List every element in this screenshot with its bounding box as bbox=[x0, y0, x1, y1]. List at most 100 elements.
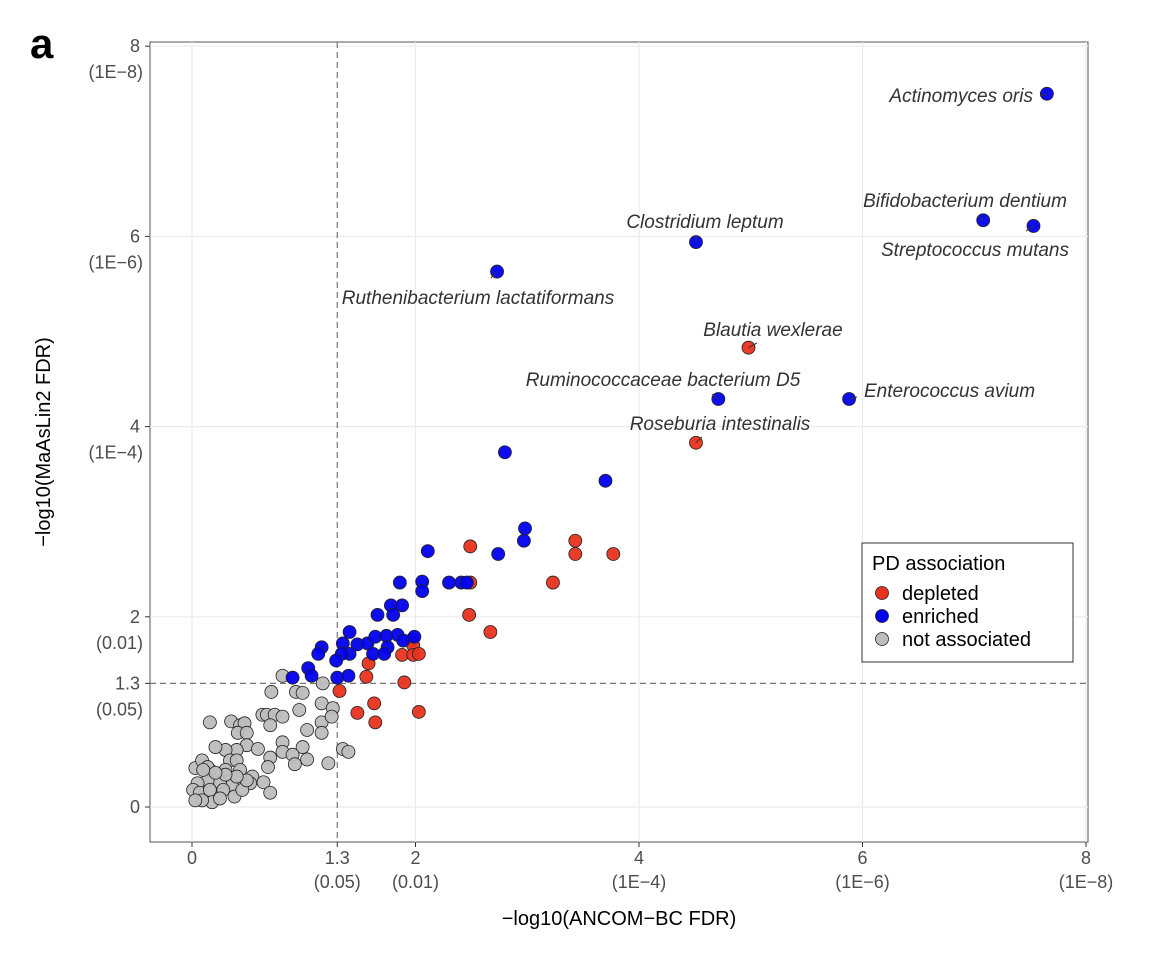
point-enriched bbox=[415, 584, 430, 599]
x-tick-sublabel: (1E−4) bbox=[612, 872, 667, 892]
point-not-associated bbox=[202, 715, 217, 730]
y-tick-label: 6 bbox=[130, 226, 140, 246]
annotations: Actinomyces oris Bifidobacterium dentium S… bbox=[342, 86, 1069, 444]
point-depleted bbox=[606, 547, 621, 561]
legend-label: not associated bbox=[902, 629, 1031, 651]
y-tick-label: 8 bbox=[130, 36, 140, 56]
point-not-associated bbox=[300, 752, 315, 767]
point-not-associated bbox=[208, 740, 223, 754]
annotation-label: Bifidobacterium dentium bbox=[863, 191, 1067, 212]
legend-key bbox=[875, 586, 889, 600]
annotation-label: Ruthenibacterium lactatiformans bbox=[342, 288, 615, 309]
point-enriched bbox=[342, 625, 357, 639]
point-not-associated bbox=[256, 775, 271, 790]
y-tick-label: 0 bbox=[130, 797, 140, 817]
annotation-leader bbox=[1025, 225, 1034, 232]
point-enriched bbox=[395, 598, 409, 613]
point-not-associated bbox=[264, 685, 279, 699]
x-tick-label: 6 bbox=[857, 848, 867, 868]
annotation-leader bbox=[695, 436, 703, 444]
point-enriched bbox=[285, 670, 300, 685]
point-enriched bbox=[407, 629, 422, 644]
y-tick-sublabel: (0.05) bbox=[96, 699, 143, 719]
annotation-label: Streptococcus mutans bbox=[881, 240, 1069, 261]
point-depleted bbox=[411, 646, 426, 661]
x-axis-title: −log10(ANCOM−BC FDR) bbox=[502, 908, 737, 930]
point-depleted bbox=[463, 539, 478, 554]
point-depleted bbox=[367, 696, 382, 711]
point-not-associated bbox=[251, 742, 265, 756]
axis-ticks: 0 1.3 (0.05) 2 (0.01) 4 (1E−4) 6 (1E−6) 8 (1E−8) 0 1… bbox=[88, 36, 1113, 892]
point-enriched bbox=[329, 653, 344, 668]
y-tick-label: 2 bbox=[130, 607, 140, 627]
annotation-leader bbox=[977, 215, 984, 221]
point-depleted bbox=[568, 547, 583, 561]
y-tick-sublabel: (0.01) bbox=[96, 633, 143, 653]
point-depleted bbox=[462, 607, 477, 622]
point-enriched bbox=[460, 575, 474, 590]
annotation-leader bbox=[748, 342, 758, 349]
point-not-associated bbox=[208, 765, 223, 780]
point-not-associated bbox=[295, 685, 310, 700]
point-depleted bbox=[411, 705, 426, 719]
point-enriched bbox=[386, 607, 401, 622]
point-enriched bbox=[598, 473, 613, 488]
point-not-associated bbox=[300, 723, 315, 737]
point-depleted bbox=[350, 705, 365, 720]
annotation-label: Roseburia intestinalis bbox=[630, 414, 811, 435]
y-tick-sublabel: (1E−4) bbox=[88, 443, 143, 463]
legend-title: PD association bbox=[872, 553, 1005, 575]
point-enriched bbox=[370, 607, 385, 622]
annotation-label: Enterococcus avium bbox=[864, 381, 1035, 402]
annotation-leader bbox=[711, 393, 719, 400]
point-not-associated bbox=[287, 757, 302, 772]
plot-panel bbox=[149, 41, 1089, 843]
point-depleted bbox=[359, 669, 374, 684]
point-not-associated bbox=[239, 725, 254, 740]
point-enriched bbox=[377, 646, 392, 661]
point-depleted bbox=[368, 715, 383, 730]
point-not-associated bbox=[213, 791, 227, 806]
point-not-associated bbox=[295, 740, 310, 754]
point-not-associated bbox=[275, 709, 290, 724]
grid bbox=[149, 41, 1089, 843]
point-not-associated bbox=[321, 756, 336, 771]
point-enriched bbox=[442, 575, 456, 590]
annotation-leader bbox=[1039, 93, 1048, 97]
x-tick-sublabel: (0.01) bbox=[392, 872, 439, 892]
legend-label: enriched bbox=[902, 606, 979, 628]
point-enriched bbox=[420, 544, 435, 559]
y-tick-label: 1.3 bbox=[115, 673, 140, 693]
point-enriched bbox=[497, 445, 512, 460]
point-not-associated bbox=[263, 718, 278, 733]
x-tick-label: 2 bbox=[410, 848, 420, 868]
point-depleted bbox=[397, 675, 412, 690]
annotation-leader bbox=[848, 396, 858, 400]
point-enriched bbox=[518, 521, 532, 536]
y-tick-sublabel: (1E−6) bbox=[88, 252, 143, 272]
point-not-associated bbox=[188, 793, 203, 808]
y-axis-title: −log10(MaAsLin2 FDR) bbox=[33, 337, 55, 547]
x-tick-sublabel: (1E−8) bbox=[1059, 872, 1114, 892]
panel-label: a bbox=[30, 20, 54, 67]
annotation-label: Blautia wexlerae bbox=[703, 320, 842, 341]
point-not-associated bbox=[324, 709, 339, 724]
x-tick-sublabel: (0.05) bbox=[314, 872, 361, 892]
annotation-label: Ruminococcaceae bacterium D5 bbox=[526, 370, 801, 391]
legend-key bbox=[875, 632, 889, 646]
annotation-leader bbox=[490, 271, 498, 279]
point-not-associated bbox=[314, 725, 329, 740]
point-enriched bbox=[311, 646, 326, 661]
point-enriched bbox=[392, 575, 407, 590]
x-tick-label: 0 bbox=[187, 848, 197, 868]
point-depleted bbox=[483, 625, 498, 639]
legend-label: depleted bbox=[902, 583, 979, 605]
y-tick-label: 4 bbox=[130, 417, 140, 437]
y-tick-sublabel: (1E−8) bbox=[88, 62, 143, 82]
legend-key bbox=[875, 609, 889, 623]
point-not-associated bbox=[263, 785, 278, 800]
point-not-associated bbox=[292, 703, 307, 717]
point-enriched bbox=[516, 533, 531, 548]
